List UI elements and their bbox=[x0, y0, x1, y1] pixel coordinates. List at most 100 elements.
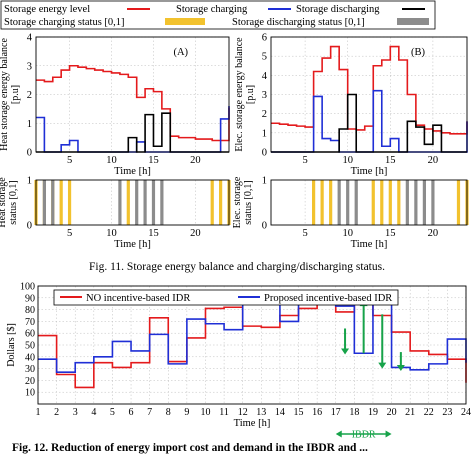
x-tick-label: 11 bbox=[219, 407, 229, 418]
x-tick-label: 1 bbox=[36, 407, 41, 418]
x-tick-label: 10 bbox=[106, 155, 117, 166]
x-tick-label: 5 bbox=[110, 407, 115, 418]
fig12-legend-box bbox=[53, 289, 399, 306]
x-tick-label: 16 bbox=[312, 407, 322, 418]
y-axis-label: Elec. storagestatus [0,1] bbox=[232, 176, 254, 228]
y-axis-label: Elec. storage energy balance[p.u] bbox=[234, 37, 256, 152]
x-tick-label: 5 bbox=[302, 155, 307, 166]
x-tick-label: 21 bbox=[405, 407, 415, 418]
x-tick-label: 3 bbox=[73, 407, 78, 418]
y-tick-label: 2 bbox=[27, 90, 32, 101]
series-line-storage-energy-level bbox=[271, 45, 468, 135]
y-tick-label: 4 bbox=[262, 71, 268, 82]
discharging-status-bar bbox=[42, 180, 46, 225]
charging-status-bar bbox=[380, 180, 384, 225]
x-axis-label: Time [h] bbox=[114, 166, 151, 177]
x-tick-label: 5 bbox=[67, 155, 72, 166]
y-tick-label: 2 bbox=[262, 109, 267, 120]
x-tick-label: 24 bbox=[461, 407, 471, 418]
discharging-status-bar bbox=[346, 180, 350, 225]
x-tick-label: 20 bbox=[428, 228, 439, 239]
x-tick-label: 10 bbox=[342, 155, 353, 166]
y-tick-label: 60 bbox=[25, 329, 35, 340]
x-tick-label: 6 bbox=[129, 407, 134, 418]
y-tick-label: 0 bbox=[27, 221, 32, 232]
charging-status-bar bbox=[219, 180, 223, 225]
fig12-caption: Fig. 12. Reduction of energy import cost… bbox=[12, 442, 368, 454]
x-axis-label: Time [h] bbox=[351, 239, 388, 250]
fig11-legend-box bbox=[0, 0, 436, 30]
ibdr-arrowhead bbox=[396, 364, 405, 371]
x-tick-label: 17 bbox=[331, 407, 341, 418]
y-tick-label: 20 bbox=[25, 376, 35, 387]
charging-status-bar bbox=[388, 180, 392, 225]
fig12-legend: NO incentive-based IDR Proposed incentiv… bbox=[53, 289, 399, 306]
y-tick-label: 5 bbox=[262, 52, 267, 63]
x-tick-label: 15 bbox=[385, 155, 396, 166]
x-tick-label: 15 bbox=[385, 228, 396, 239]
y-tick-label: 0 bbox=[262, 148, 267, 159]
discharging-status-bar bbox=[51, 180, 55, 225]
legend-charging-status-swatch bbox=[165, 18, 205, 25]
chart-elec-storage-balance: 0 1 2 3 4 5 6 5 10 15 20 (B) Time [h] Elec. storage e… bbox=[234, 33, 468, 177]
chart-frame bbox=[270, 36, 468, 153]
chart-heat-storage-status: 5 10 15 20 0 1 Time [h] Heat storagestatus [0,1… bbox=[0, 176, 231, 250]
discharging-status-bar bbox=[337, 180, 341, 225]
panel-label: (B) bbox=[411, 47, 426, 58]
x-tick-label: 15 bbox=[294, 407, 304, 418]
discharging-status-bar bbox=[354, 180, 358, 225]
charging-status-bar bbox=[59, 180, 63, 225]
charging-status-bar bbox=[371, 180, 375, 225]
series-line-storage-energy-level bbox=[36, 64, 230, 142]
x-tick-label: 10 bbox=[342, 228, 353, 239]
x-tick-label: 10 bbox=[106, 228, 117, 239]
discharging-status-bar bbox=[431, 180, 435, 225]
x-axis-label: Time [h] bbox=[351, 166, 388, 177]
legend-energy-level: Storage energy level bbox=[4, 4, 90, 15]
ibdr-span-left-head bbox=[335, 430, 342, 438]
x-tick-label: 9 bbox=[184, 407, 189, 418]
chart-frame bbox=[35, 179, 230, 226]
x-tick-label: 14 bbox=[275, 407, 285, 418]
legend-charging: Storage charging bbox=[176, 4, 248, 15]
discharging-status-bar bbox=[143, 180, 147, 225]
x-tick-label: 5 bbox=[302, 228, 307, 239]
ibdr-arrowhead bbox=[341, 348, 350, 355]
chart-frame bbox=[37, 285, 467, 405]
y-tick-label: 3 bbox=[262, 90, 267, 101]
y-tick-label: 4 bbox=[27, 33, 33, 44]
x-tick-label: 19 bbox=[368, 407, 378, 418]
discharging-status-bar bbox=[151, 180, 156, 225]
x-tick-label: 18 bbox=[349, 407, 359, 418]
x-tick-label: 5 bbox=[67, 228, 72, 239]
legend-discharging: Storage discharging bbox=[296, 4, 380, 15]
series-line-storage-discharging bbox=[271, 93, 467, 153]
y-tick-label: 1 bbox=[262, 128, 267, 139]
x-tick-label: 7 bbox=[147, 407, 152, 418]
ibdr-span-right-head bbox=[385, 430, 392, 438]
x-tick-label: 22 bbox=[424, 407, 434, 418]
fig11-legend: Storage energy level Storage charging St… bbox=[0, 0, 436, 30]
y-tick-label: 1 bbox=[262, 176, 267, 187]
x-tick-label: 4 bbox=[91, 407, 96, 418]
y-axis-label: Heat storagestatus [0,1] bbox=[0, 177, 19, 228]
y-tick-label: 1 bbox=[27, 119, 32, 130]
x-tick-label: 15 bbox=[148, 228, 159, 239]
y-tick-label: 40 bbox=[25, 352, 35, 363]
x-tick-label: 20 bbox=[428, 155, 439, 166]
x-tick-label: 8 bbox=[166, 407, 171, 418]
legend-proposed-idr: Proposed incentive-based IDR bbox=[264, 293, 392, 304]
charging-status-bar bbox=[126, 180, 130, 225]
series-line-storage-charging bbox=[36, 106, 230, 153]
discharging-status-bar bbox=[160, 180, 164, 225]
x-tick-label: 12 bbox=[238, 407, 248, 418]
chart-frame bbox=[35, 36, 230, 153]
legend-discharging-status-swatch bbox=[397, 18, 429, 25]
charging-status-bar bbox=[210, 180, 214, 225]
y-tick-label: 3 bbox=[27, 61, 32, 72]
charging-status-bar bbox=[320, 180, 324, 225]
x-axis-label: Time [h] bbox=[234, 418, 271, 429]
y-tick-label: 0 bbox=[27, 148, 32, 159]
discharging-status-bar bbox=[135, 180, 139, 225]
